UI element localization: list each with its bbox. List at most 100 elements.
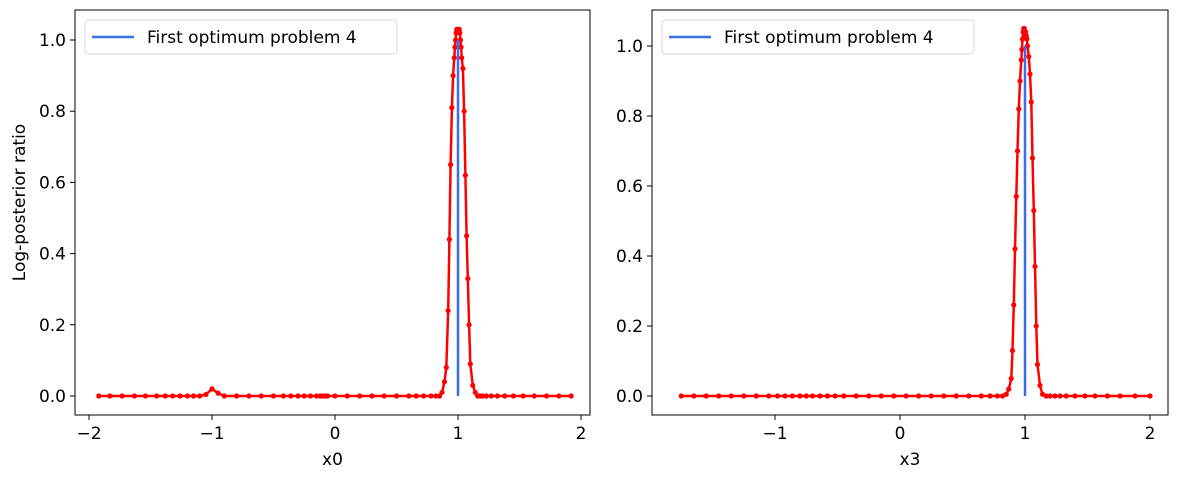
- data-point: [703, 393, 709, 399]
- data-point: [464, 233, 470, 239]
- x-axis-ticks: −2 −1 0 1 2: [76, 415, 586, 444]
- data-point: [494, 393, 500, 399]
- data-point: [753, 393, 759, 399]
- data-point: [1003, 391, 1009, 397]
- axes-frame: [74, 9, 591, 416]
- data-point: [543, 393, 550, 399]
- axes-frame: [651, 9, 1169, 416]
- data-point: [1147, 393, 1153, 399]
- data-point: [467, 361, 473, 367]
- y-tick-label: 0.8: [616, 107, 643, 127]
- x-tick-label: 2: [1145, 424, 1156, 444]
- data-point: [903, 393, 909, 399]
- data-point: [246, 393, 252, 399]
- data-point: [1082, 393, 1088, 399]
- data-point: [809, 393, 816, 399]
- y-tick-label: 1.0: [616, 37, 643, 57]
- data-point: [452, 44, 458, 50]
- x-axis-label: x0: [322, 450, 343, 470]
- data-point: [413, 393, 419, 399]
- data-point: [460, 65, 466, 72]
- data-point: [520, 393, 526, 399]
- x-tick-label: 1: [453, 424, 464, 444]
- data-point: [691, 393, 697, 399]
- data-point: [234, 393, 240, 399]
- data-series: [96, 26, 574, 399]
- data-point: [1052, 393, 1058, 399]
- data-point: [994, 393, 1001, 399]
- data-point: [1047, 393, 1053, 399]
- data-point: [1016, 106, 1022, 112]
- data-point: [1063, 393, 1069, 399]
- data-point: [441, 379, 448, 385]
- data-point: [774, 393, 781, 399]
- data-point: [1019, 46, 1025, 53]
- data-point: [457, 30, 463, 36]
- data-point: [1008, 375, 1014, 382]
- data-point: [797, 393, 803, 399]
- data-point: [448, 162, 454, 168]
- data-point: [332, 393, 338, 399]
- data-point: [1029, 155, 1036, 161]
- data-point: [1037, 382, 1043, 389]
- data-point: [462, 172, 468, 178]
- data-point: [1033, 323, 1039, 329]
- data-point: [406, 393, 412, 399]
- y-axis-ticks: 0.0 0.2 0.4 0.6 0.8 1.0: [616, 37, 652, 407]
- data-point: [450, 73, 456, 79]
- data-point: [433, 393, 439, 399]
- data-point: [728, 393, 734, 399]
- data-point: [177, 393, 183, 399]
- y-tick-label: 0.4: [616, 247, 643, 267]
- data-point: [1057, 393, 1063, 399]
- data-point: [142, 393, 149, 399]
- legend-box: [661, 19, 975, 55]
- data-point: [1028, 99, 1034, 105]
- data-point: [891, 393, 897, 399]
- data-point: [221, 393, 227, 399]
- data-point: [301, 393, 307, 399]
- right-subplot: −1 0 1 2 0.0 0.2 0.4 0.6 0.8 1.0 x3 First optimu…: [616, 9, 1169, 470]
- x-tick-label: −1: [199, 424, 224, 444]
- legend: First optimum problem 4: [661, 19, 975, 55]
- data-point: [131, 393, 138, 399]
- data-point: [209, 386, 215, 392]
- data-point: [445, 307, 451, 314]
- data-point: [1072, 393, 1078, 399]
- data-point: [1012, 246, 1018, 252]
- y-tick-label: 0.6: [616, 177, 643, 197]
- data-point: [369, 393, 375, 399]
- x-tick-label: 1: [1020, 424, 1031, 444]
- legend-label: First optimum problem 4: [724, 28, 934, 48]
- data-point: [803, 393, 809, 399]
- y-tick-label: 0.8: [39, 102, 66, 122]
- data-point: [381, 393, 387, 399]
- x-tick-label: −2: [76, 424, 101, 444]
- data-point: [215, 390, 221, 396]
- data-point: [1031, 207, 1037, 214]
- data-point: [1092, 393, 1098, 399]
- data-point: [184, 393, 190, 399]
- data-point: [1018, 57, 1024, 63]
- data-point: [439, 389, 445, 396]
- data-point: [853, 393, 859, 399]
- data-series: [678, 25, 1153, 399]
- data-point: [568, 393, 574, 399]
- data-point: [344, 393, 350, 399]
- data-point: [270, 393, 277, 399]
- data-point: [1024, 36, 1030, 42]
- data-point: [941, 393, 947, 399]
- left-subplot: −2 −1 0 1 2 0.0 0.2 0.4 0.6 0.8 1.0 x0 Log-poster…: [10, 9, 591, 470]
- y-tick-label: 0.6: [39, 173, 66, 193]
- data-point: [461, 108, 467, 114]
- data-point: [1027, 71, 1033, 77]
- data-point: [824, 393, 831, 399]
- data-point: [978, 393, 984, 399]
- data-point: [420, 393, 427, 399]
- data-point: [928, 393, 934, 399]
- data-point: [987, 393, 993, 399]
- data-point: [162, 393, 168, 399]
- y-tick-label: 0.0: [39, 387, 66, 407]
- data-point: [1009, 347, 1016, 354]
- data-point: [280, 393, 286, 399]
